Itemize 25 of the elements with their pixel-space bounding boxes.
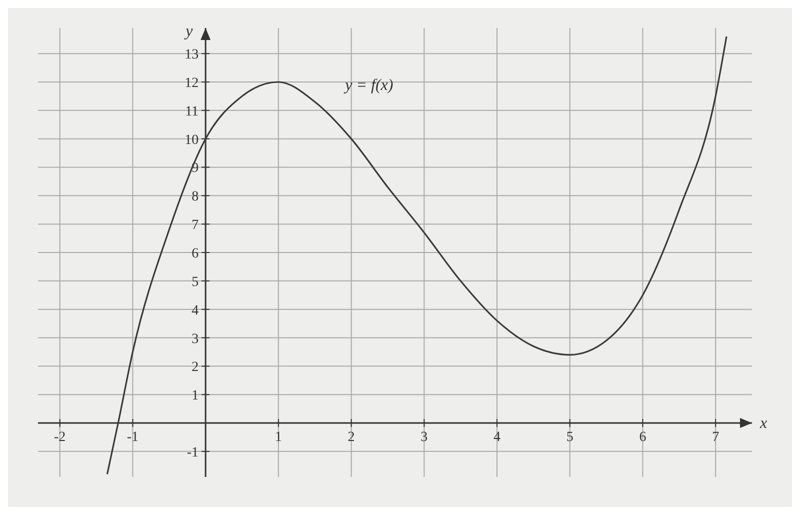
x-tick-label: -1 xyxy=(126,430,139,446)
x-tick-label: 4 xyxy=(494,430,500,446)
y-tick-label: 6 xyxy=(192,246,199,262)
y-tick-label: 3 xyxy=(192,332,199,347)
x-tick-label: 7 xyxy=(712,430,720,446)
x-axis-title: x xyxy=(759,415,768,432)
x-tick-label: -2 xyxy=(54,430,66,446)
x-tick-label: 2 xyxy=(348,430,355,446)
y-tick-label: 7 xyxy=(192,218,199,234)
y-tick-label: 12 xyxy=(184,76,199,91)
y-tick-label: 5 xyxy=(192,274,199,290)
y-tick-label: 4 xyxy=(192,303,199,318)
y-tick-label: 8 xyxy=(192,190,199,205)
x-tick-label: 5 xyxy=(566,430,574,446)
y-tick-label: 11 xyxy=(185,104,199,120)
x-tick-label: 6 xyxy=(639,430,646,446)
y-tick-label: 10 xyxy=(184,132,199,148)
y-tick-label: 13 xyxy=(184,48,199,63)
y-tick-label: 1 xyxy=(192,388,199,404)
x-tick-label: 1 xyxy=(274,430,282,446)
y-tick-label: -1 xyxy=(186,445,199,460)
y-tick-label: 2 xyxy=(192,360,199,376)
annotation: y = f(x) xyxy=(343,77,394,94)
y-axis-title: y xyxy=(184,23,194,40)
x-tick-label: 3 xyxy=(420,430,428,446)
